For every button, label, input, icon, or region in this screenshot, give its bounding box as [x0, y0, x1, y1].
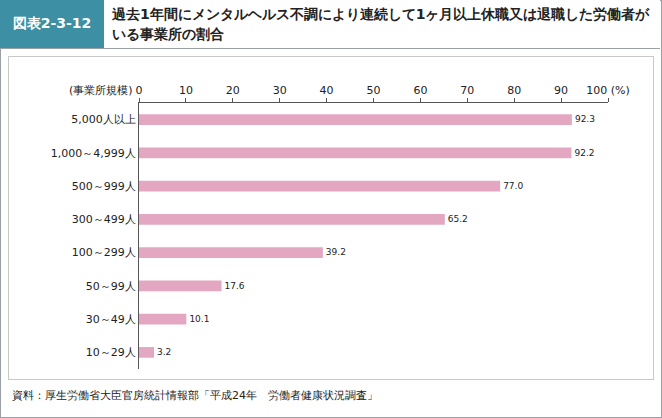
svg-text:40: 40: [320, 84, 334, 97]
html-text:資料：厚生労働省大臣官房統計情報部「平成24年 労働者健康状: 資料：厚生労働省大臣官房統計情報部「平成24年 労働者健康状況調査」: [12, 389, 378, 402]
svg-text:80: 80: [507, 84, 521, 97]
svg-text:10～29人: 10～29人: [86, 346, 136, 359]
svg-text:17.6: 17.6: [225, 281, 245, 291]
svg-text:5,000人以上: 5,000人以上: [71, 113, 136, 126]
svg-text:(事業所規模): (事業所規模): [69, 84, 133, 97]
svg-text:100～299人: 100～299人: [72, 246, 136, 259]
html-text:過去1年間にメンタルヘルス不調により連続して1ヶ月以上休職又: 過去1年間にメンタルヘルス不調により連続して1ヶ月以上休職又は退職した労働者がい…: [112, 6, 650, 42]
svg-text:70: 70: [460, 84, 474, 97]
html-text:図表2-3-12: 図表2-3-12: [12, 15, 92, 31]
svg-text:65.2: 65.2: [448, 214, 468, 224]
svg-text:92.2: 92.2: [574, 148, 594, 158]
svg-text:39.2: 39.2: [326, 247, 346, 257]
svg-text:92.3: 92.3: [575, 114, 595, 124]
svg-text:77.0: 77.0: [503, 181, 523, 191]
svg-text:500～999人: 500～999人: [72, 180, 136, 193]
svg-text:10: 10: [179, 84, 193, 97]
svg-text:20: 20: [226, 84, 240, 97]
svg-text:30～49人: 30～49人: [86, 313, 136, 326]
svg-text:30: 30: [273, 84, 287, 97]
svg-text:0: 0: [136, 84, 143, 97]
svg-text:50: 50: [367, 84, 381, 97]
svg-text:300～499人: 300～499人: [72, 213, 136, 226]
svg-text:3.2: 3.2: [157, 347, 171, 357]
svg-text:100 (%): 100 (%): [586, 84, 630, 97]
svg-text:1,000～4,999人: 1,000～4,999人: [51, 147, 136, 160]
svg-text:90: 90: [554, 84, 568, 97]
svg-text:50～99人: 50～99人: [86, 280, 136, 293]
svg-text:10.1: 10.1: [189, 314, 209, 324]
svg-text:60: 60: [413, 84, 427, 97]
